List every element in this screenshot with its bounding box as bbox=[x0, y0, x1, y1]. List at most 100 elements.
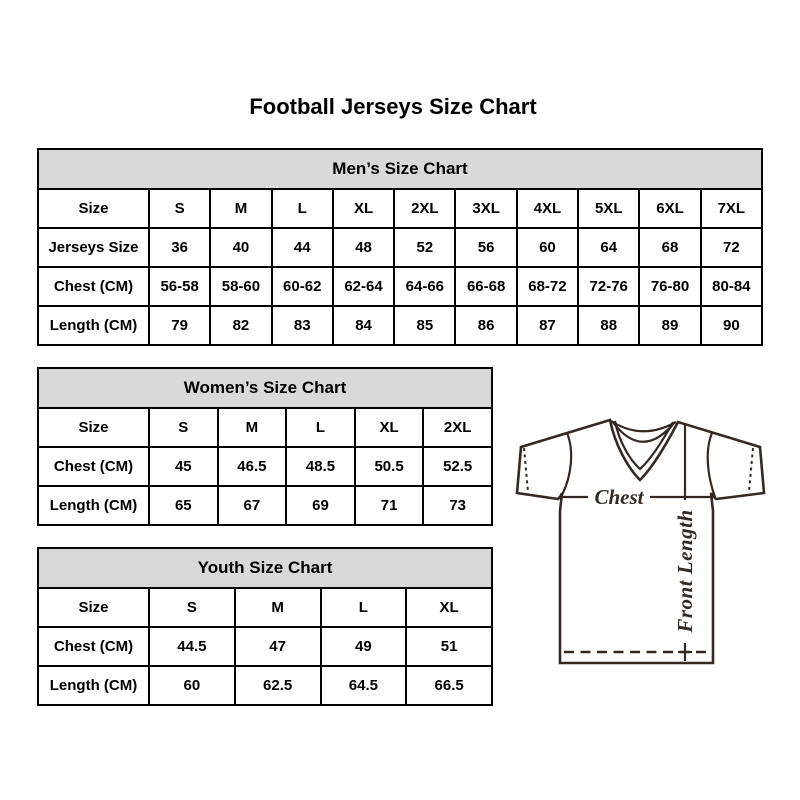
collar-inner-v bbox=[613, 420, 674, 471]
value-cell: 56-58 bbox=[147, 266, 212, 307]
right-cuff-dashed-line bbox=[748, 447, 754, 493]
value-cell: 88 bbox=[577, 305, 641, 346]
size-header-cell: 4XL bbox=[515, 188, 580, 229]
value-cell: 80-84 bbox=[699, 266, 764, 307]
value-cell: 72 bbox=[699, 227, 764, 268]
row-label-cell: Length (CM) bbox=[37, 485, 150, 526]
value-cell: 46.5 bbox=[216, 446, 288, 487]
mens-table-row: Size S M L XL 2XL 3XL 4XL 5XL 6XL 7XL bbox=[37, 188, 764, 229]
size-header-cell: M bbox=[209, 188, 273, 229]
value-cell: 52 bbox=[393, 227, 457, 268]
value-cell: 89 bbox=[638, 305, 702, 346]
value-cell: 52.5 bbox=[422, 446, 493, 487]
size-header-cell: L bbox=[319, 587, 408, 628]
size-header-cell: XL bbox=[331, 188, 396, 229]
row-label-cell: Chest (CM) bbox=[37, 626, 150, 667]
row-label-cell: Size bbox=[37, 407, 150, 448]
size-header-cell: XL bbox=[353, 407, 425, 448]
value-cell: 51 bbox=[405, 626, 493, 667]
jersey-outline bbox=[515, 418, 766, 665]
womens-table-row: Size S M L XL 2XL bbox=[37, 407, 493, 448]
value-cell: 47 bbox=[233, 626, 322, 667]
collar-arc-deep bbox=[611, 420, 676, 443]
value-cell: 49 bbox=[319, 626, 408, 667]
size-header-cell: 3XL bbox=[454, 188, 518, 229]
jersey-measurement-diagram: Chest Front Length bbox=[515, 418, 766, 665]
youth-table-row: Length (CM) 60 62.5 64.5 66.5 bbox=[37, 665, 493, 706]
value-cell: 60 bbox=[515, 227, 580, 268]
front-length-label: Front Length bbox=[673, 509, 697, 633]
womens-table-title: Women’s Size Chart bbox=[37, 367, 493, 409]
value-cell: 40 bbox=[209, 227, 273, 268]
chest-label: Chest bbox=[594, 485, 644, 509]
left-cuff-dashed-line bbox=[523, 447, 529, 493]
size-header-cell: XL bbox=[405, 587, 493, 628]
value-cell: 36 bbox=[147, 227, 212, 268]
value-cell: 62.5 bbox=[233, 665, 322, 706]
size-header-cell: M bbox=[216, 407, 288, 448]
value-cell: 48.5 bbox=[285, 446, 356, 487]
row-label-cell: Chest (CM) bbox=[37, 446, 150, 487]
mens-table-row: Jerseys Size 36 40 44 48 52 56 60 64 68 72 bbox=[37, 227, 764, 268]
value-cell: 79 bbox=[147, 305, 212, 346]
value-cell: 45 bbox=[148, 446, 219, 487]
value-cell: 48 bbox=[331, 227, 396, 268]
size-header-cell: M bbox=[233, 587, 322, 628]
row-label-cell: Jerseys Size bbox=[37, 227, 150, 268]
youth-size-table: Youth Size Chart Size S M L XL Chest (CM) 44.5 4… bbox=[37, 547, 493, 706]
size-header-cell: S bbox=[147, 188, 212, 229]
value-cell: 67 bbox=[216, 485, 288, 526]
right-sleeve-seam bbox=[706, 432, 717, 498]
value-cell: 69 bbox=[285, 485, 356, 526]
size-header-cell: S bbox=[148, 587, 236, 628]
row-label-cell: Length (CM) bbox=[37, 305, 150, 346]
size-header-cell: S bbox=[148, 407, 219, 448]
size-header-cell: 7XL bbox=[699, 188, 764, 229]
mens-table-title: Men’s Size Chart bbox=[37, 148, 763, 190]
size-header-cell: 5XL bbox=[577, 188, 641, 229]
value-cell: 56 bbox=[454, 227, 518, 268]
value-cell: 50.5 bbox=[353, 446, 425, 487]
value-cell: 71 bbox=[353, 485, 425, 526]
value-cell: 66-68 bbox=[454, 266, 518, 307]
row-label-cell: Size bbox=[37, 587, 150, 628]
value-cell: 44 bbox=[270, 227, 334, 268]
value-cell: 83 bbox=[270, 305, 334, 346]
value-cell: 60-62 bbox=[270, 266, 334, 307]
youth-table-row: Size S M L XL bbox=[37, 587, 493, 628]
value-cell: 72-76 bbox=[577, 266, 641, 307]
womens-table-row: Chest (CM) 45 46.5 48.5 50.5 52.5 bbox=[37, 446, 493, 487]
value-cell: 62-64 bbox=[331, 266, 396, 307]
value-cell: 90 bbox=[699, 305, 764, 346]
value-cell: 68-72 bbox=[515, 266, 580, 307]
value-cell: 84 bbox=[331, 305, 396, 346]
value-cell: 44.5 bbox=[148, 626, 236, 667]
value-cell: 58-60 bbox=[209, 266, 273, 307]
mens-table-row: Length (CM) 79 82 83 84 85 86 87 88 89 90 bbox=[37, 305, 764, 346]
row-label-cell: Length (CM) bbox=[37, 665, 150, 706]
size-header-cell: 2XL bbox=[393, 188, 457, 229]
value-cell: 66.5 bbox=[405, 665, 493, 706]
value-cell: 87 bbox=[515, 305, 580, 346]
value-cell: 65 bbox=[148, 485, 219, 526]
size-header-cell: L bbox=[285, 407, 356, 448]
value-cell: 64 bbox=[577, 227, 641, 268]
row-label-cell: Chest (CM) bbox=[37, 266, 150, 307]
value-cell: 85 bbox=[393, 305, 457, 346]
collar-arc-shallow bbox=[610, 420, 677, 433]
value-cell: 64.5 bbox=[319, 665, 408, 706]
value-cell: 68 bbox=[638, 227, 702, 268]
youth-table-row: Chest (CM) 44.5 47 49 51 bbox=[37, 626, 493, 667]
size-header-cell: L bbox=[270, 188, 334, 229]
value-cell: 86 bbox=[454, 305, 518, 346]
value-cell: 64-66 bbox=[393, 266, 457, 307]
womens-table-row: Length (CM) 65 67 69 71 73 bbox=[37, 485, 493, 526]
mens-table-row: Chest (CM) 56-58 58-60 60-62 62-64 64-66 66-68… bbox=[37, 266, 764, 307]
size-header-cell: 6XL bbox=[638, 188, 702, 229]
left-sleeve-seam bbox=[561, 432, 573, 496]
value-cell: 82 bbox=[209, 305, 273, 346]
youth-table-title: Youth Size Chart bbox=[37, 547, 493, 589]
size-header-cell: 2XL bbox=[422, 407, 493, 448]
value-cell: 73 bbox=[422, 485, 493, 526]
